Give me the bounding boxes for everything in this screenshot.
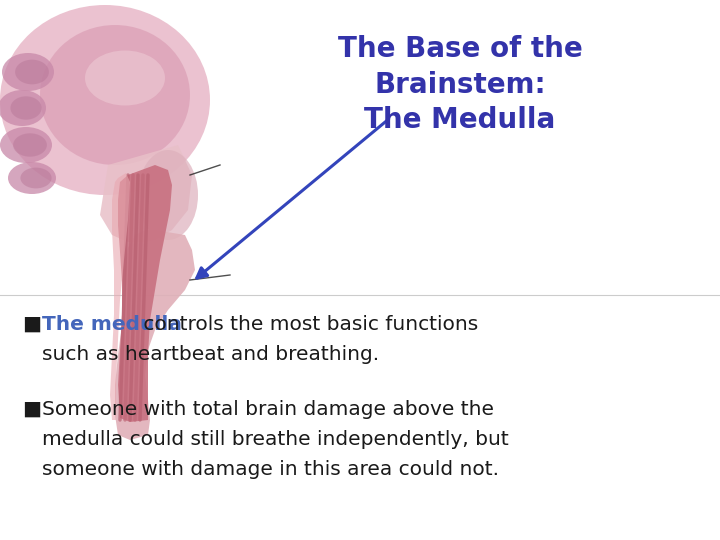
- Text: ■: ■: [22, 400, 41, 419]
- Text: such as heartbeat and breathing.: such as heartbeat and breathing.: [42, 345, 379, 364]
- Text: ■: ■: [22, 315, 41, 334]
- Text: controls the most basic functions: controls the most basic functions: [137, 315, 478, 334]
- Polygon shape: [118, 165, 172, 422]
- Ellipse shape: [2, 53, 54, 91]
- Ellipse shape: [10, 96, 42, 120]
- Text: someone with damage in this area could not.: someone with damage in this area could n…: [42, 460, 499, 479]
- Text: The medulla: The medulla: [42, 315, 182, 334]
- Ellipse shape: [15, 59, 49, 84]
- Polygon shape: [110, 173, 130, 420]
- Ellipse shape: [138, 150, 198, 240]
- Ellipse shape: [40, 25, 190, 165]
- Ellipse shape: [8, 162, 56, 194]
- Polygon shape: [115, 230, 195, 440]
- Ellipse shape: [0, 90, 46, 126]
- Text: The Base of the
Brainstem:
The Medulla: The Base of the Brainstem: The Medulla: [338, 35, 582, 134]
- Text: medulla could still breathe independently, but: medulla could still breathe independentl…: [42, 430, 509, 449]
- Ellipse shape: [20, 167, 52, 188]
- Ellipse shape: [85, 51, 165, 105]
- Ellipse shape: [0, 127, 52, 163]
- Text: Someone with total brain damage above the: Someone with total brain damage above th…: [42, 400, 494, 419]
- Polygon shape: [100, 145, 192, 242]
- Ellipse shape: [13, 133, 47, 157]
- Ellipse shape: [0, 5, 210, 195]
